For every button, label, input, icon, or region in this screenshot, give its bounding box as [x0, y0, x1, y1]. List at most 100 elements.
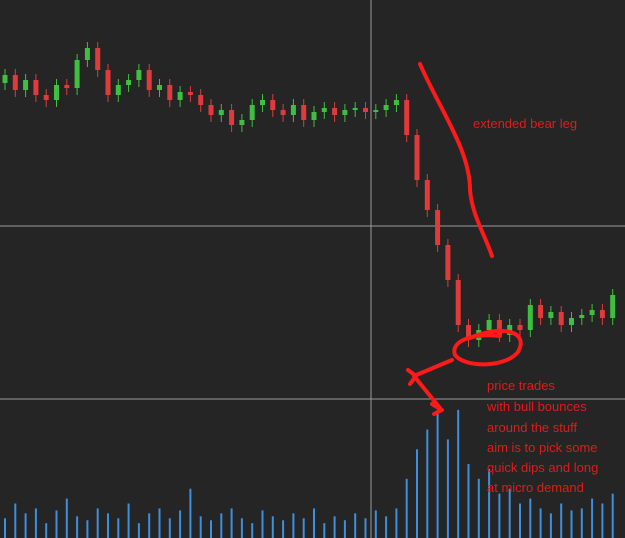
- volume-bar: [498, 493, 501, 538]
- candle-body: [249, 105, 255, 120]
- candle-body: [136, 70, 142, 80]
- volume-bar: [446, 439, 449, 538]
- volume-bar: [488, 469, 491, 538]
- volume-bar: [210, 520, 212, 538]
- candle-body: [146, 70, 152, 90]
- candle-body: [167, 85, 173, 100]
- hand-drawing: [406, 62, 523, 416]
- candle-body: [23, 80, 29, 90]
- candle-body: [466, 325, 471, 340]
- volume-bar: [251, 523, 254, 538]
- candle-body: [187, 92, 193, 95]
- volume-bar: [343, 520, 346, 538]
- candle-body: [74, 60, 80, 88]
- volume-bar: [508, 488, 511, 538]
- volume-bar: [24, 513, 27, 538]
- volume-bar: [199, 516, 202, 538]
- candle-body: [342, 110, 348, 115]
- candle-body: [311, 112, 317, 120]
- volume-bar: [45, 523, 48, 538]
- candle-body: [280, 110, 286, 115]
- volume-bar: [436, 409, 439, 538]
- candle-body: [218, 110, 224, 115]
- circle-stroke: [452, 328, 523, 367]
- candle-body: [589, 310, 595, 315]
- candle-body: [198, 95, 204, 105]
- volume-bar: [107, 513, 109, 538]
- candle-body: [517, 325, 523, 330]
- volume-bar: [189, 488, 192, 538]
- volume-bar: [261, 510, 264, 538]
- volume-bar: [611, 493, 614, 538]
- annotations: extended bear leg price trades with bull…: [473, 116, 598, 495]
- candle-body: [496, 320, 502, 335]
- candle-body: [548, 312, 554, 318]
- candle-body: [363, 108, 368, 112]
- candle-body: [54, 85, 59, 100]
- candle-body: [424, 180, 430, 210]
- volume-bar: [220, 513, 223, 538]
- candle-body: [177, 92, 183, 100]
- volume-bar: [158, 508, 161, 538]
- volume-bar: [230, 508, 233, 538]
- volume-bar: [529, 498, 532, 538]
- candle-body: [373, 110, 379, 112]
- volume-bar: [385, 516, 388, 538]
- annotation: around the stuff: [487, 420, 577, 435]
- candle-body: [538, 305, 544, 318]
- volume-bar: [426, 429, 429, 538]
- candle-body: [95, 48, 101, 70]
- annotation: quick dips and long: [487, 460, 598, 475]
- volume-bar: [560, 503, 563, 538]
- candle-body: [321, 108, 327, 112]
- volume-bar: [313, 508, 315, 538]
- volume-bar: [457, 409, 460, 538]
- arrow-head: [406, 368, 418, 386]
- volume-bar: [519, 503, 521, 538]
- candle-body: [84, 48, 90, 60]
- candle-body: [301, 105, 307, 120]
- candle-body: [579, 315, 585, 318]
- candle-body: [115, 85, 121, 95]
- volume-bar: [354, 513, 357, 538]
- volume-bar: [240, 518, 243, 538]
- volume-bar: [580, 508, 583, 538]
- candle-body: [2, 75, 8, 83]
- volume-bar: [76, 516, 79, 538]
- candle-body: [290, 105, 296, 115]
- volume-bar: [395, 508, 398, 538]
- annotation: price trades: [487, 378, 555, 393]
- candle-body: [486, 320, 492, 330]
- annotation: at micro demand: [487, 480, 584, 495]
- volume-bar: [374, 510, 377, 538]
- candle-body: [352, 108, 358, 110]
- volume-bar: [405, 478, 408, 538]
- candle-body: [157, 85, 162, 90]
- volume-bar: [323, 523, 326, 538]
- bear-leg-stroke: [418, 62, 494, 258]
- volume-bar: [55, 510, 58, 538]
- annotation: with bull bounces: [486, 399, 587, 414]
- volume-bar: [282, 520, 285, 538]
- candle-body: [43, 95, 49, 100]
- candle-body: [414, 135, 420, 180]
- annotation: aim is to pick some: [487, 440, 598, 455]
- candle-body: [527, 305, 533, 330]
- volume-bar: [467, 464, 470, 538]
- volume-bar: [4, 518, 6, 538]
- volume-bar: [601, 503, 604, 538]
- arrow-head: [430, 402, 444, 416]
- candle-body: [393, 100, 399, 105]
- volume-bar: [271, 516, 274, 538]
- annotation: extended bear leg: [473, 116, 577, 131]
- candle-body: [435, 210, 441, 245]
- volume-bar: [539, 508, 542, 538]
- candle-body: [64, 85, 70, 88]
- candle-body: [383, 105, 389, 110]
- volume-bar: [127, 503, 130, 538]
- volume-bar: [292, 513, 295, 538]
- volume-bar: [364, 518, 367, 538]
- volume-bar: [549, 513, 552, 538]
